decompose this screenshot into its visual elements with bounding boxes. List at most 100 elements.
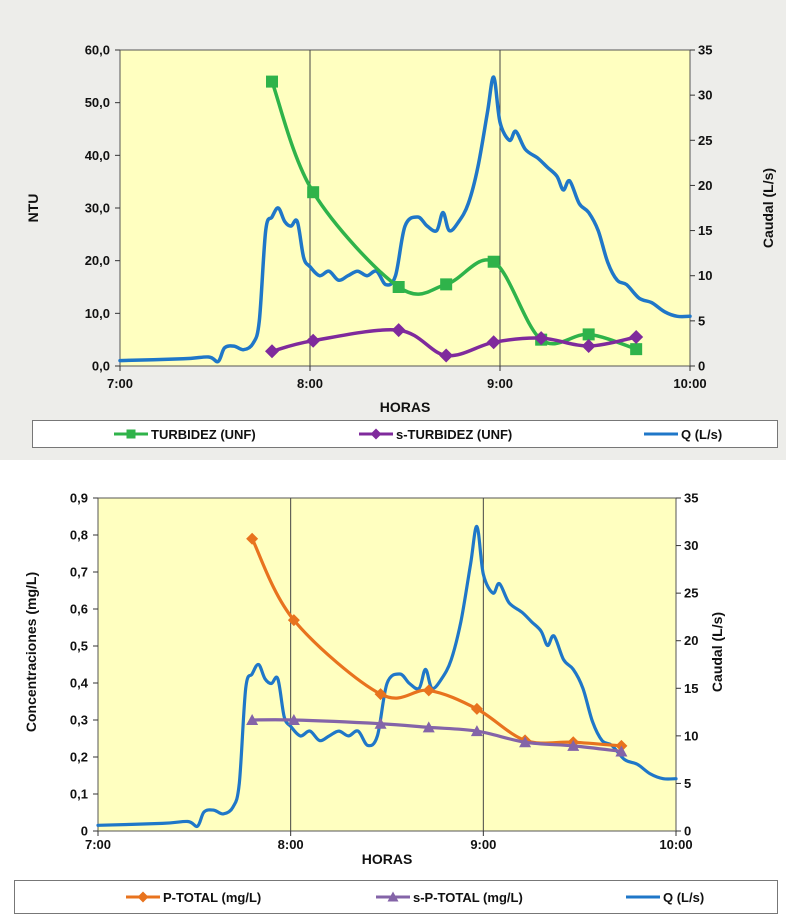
legend-label: s-TURBIDEZ (UNF) <box>396 426 513 442</box>
series-q-l-s <box>96 524 678 829</box>
data-point-turbidez-unf <box>487 255 500 268</box>
legend-swatch <box>126 891 160 903</box>
y-tick-label: 0,2 <box>70 750 88 765</box>
chart-panel-phosphorus: 7:00 8:00 9:00 10:00 0 0,1 0,2 0,3 0,4 0,5 0,6 0,7 0… <box>0 462 786 921</box>
phosphorus-chart: 7:00 8:00 9:00 10:0000,10,20,30,40,50,60,70… <box>23 491 725 868</box>
y-axis-title: Concentraciones (mg/L) <box>23 572 39 732</box>
series-line-q-l-s <box>96 524 678 829</box>
legend-swatch-marker <box>126 429 136 439</box>
data-point-s-turbidez-unf <box>581 338 596 353</box>
legend-item-p-total-mg-l: P-TOTAL (mg/L) <box>125 881 261 913</box>
legend-swatch <box>359 428 393 440</box>
legend-label: Q (L/s) <box>663 889 705 905</box>
series-turbidez-unf <box>266 75 643 356</box>
legend-swatch <box>626 895 660 899</box>
y2-tick-label: 0 <box>684 824 691 839</box>
data-point-s-turbidez-unf <box>534 331 549 346</box>
y2-tick-label: 5 <box>698 313 705 328</box>
y-tick-label: 0,8 <box>70 528 88 543</box>
data-point-s-p-total-mg-l <box>519 736 532 748</box>
y2-tick-label: 10 <box>684 728 698 743</box>
y2-tick-label: 0 <box>698 359 705 374</box>
data-point-p-total-mg-l <box>422 684 435 697</box>
x-tick-label: 9:00 <box>487 376 513 391</box>
legend-phosphorus: P-TOTAL (mg/L) s-P-TOTAL (mg/L) Q (L/s) <box>14 880 778 914</box>
data-point-s-p-total-mg-l <box>567 739 580 751</box>
x-tick-label: 7:00 <box>85 837 111 852</box>
x-tick-label: 10:00 <box>659 837 692 852</box>
data-point-s-turbidez-unf <box>439 348 454 363</box>
data-point-p-total-mg-l <box>470 702 483 715</box>
y-tick-label: 20,0 <box>85 253 110 268</box>
legend-label: TURBIDEZ (UNF) <box>151 426 256 442</box>
data-point-turbidez-unf <box>582 328 595 341</box>
y2-tick-label: 15 <box>698 223 712 238</box>
y-tick-label: 50,0 <box>85 95 110 110</box>
y-tick-label: 0,7 <box>70 565 88 580</box>
legend-swatch <box>644 432 678 436</box>
data-point-s-p-total-mg-l <box>246 714 259 725</box>
y-tick-label: 30,0 <box>85 201 110 216</box>
legend-label: s-P-TOTAL (mg/L) <box>413 889 523 905</box>
y-tick-label: 0,1 <box>70 787 88 802</box>
y2-tick-label: 25 <box>698 133 712 148</box>
legend-swatch-marker <box>370 428 382 440</box>
y-axis-title: NTU <box>25 194 41 223</box>
series-s-p-total-mg-l <box>246 714 628 757</box>
data-point-turbidez-unf <box>266 75 278 88</box>
series-line-s-p-total-mg-l <box>250 718 623 753</box>
y2-tick-label: 30 <box>698 88 712 103</box>
data-point-turbidez-unf <box>630 343 643 356</box>
legend-swatch-marker <box>387 891 399 902</box>
data-point-turbidez-unf <box>307 186 320 199</box>
y2-tick-label: 20 <box>684 633 698 648</box>
legend-item-s-p-total-mg-l: s-P-TOTAL (mg/L) <box>375 881 523 913</box>
y-tick-label: 10,0 <box>85 306 110 321</box>
legend-item-q-l-s: Q (L/s) <box>625 881 704 913</box>
series-q-l-s <box>118 75 692 364</box>
legend-label: Q (L/s) <box>681 426 723 442</box>
data-point-p-total-mg-l <box>287 614 300 627</box>
legend-swatch <box>114 429 148 439</box>
y2-tick-label: 15 <box>684 681 698 696</box>
data-point-s-turbidez-unf <box>265 344 279 359</box>
y-tick-label: 60,0 <box>85 43 110 58</box>
x-tick-label: 10:00 <box>673 376 706 391</box>
series-line-q-l-s <box>118 75 692 364</box>
y2-tick-label: 30 <box>684 538 698 553</box>
legend-turbidity: TURBIDEZ (UNF) s-TURBIDEZ (UNF) Q (L/s) <box>32 420 778 448</box>
legend-item-s-turbidez-unf: s-TURBIDEZ (UNF) <box>358 421 512 447</box>
y-tick-label: 0,6 <box>70 602 88 617</box>
y2-tick-label: 25 <box>684 586 698 601</box>
y2-tick-label: 35 <box>684 491 698 506</box>
data-point-s-p-total-mg-l <box>615 745 628 757</box>
legend-item-turbidez-unf: TURBIDEZ (UNF) <box>113 421 256 447</box>
plot-area <box>97 497 677 832</box>
x-axis-title: HORAS <box>362 851 413 867</box>
data-point-s-p-total-mg-l <box>470 725 483 737</box>
legend-item-q-l-s: Q (L/s) <box>643 421 722 447</box>
data-point-s-p-total-mg-l <box>287 714 300 725</box>
turbidity-chart: 7:00 8:00 9:00 10:00 0,0 10,0 20,0 30,0 40,0 50,0… <box>25 43 776 416</box>
legend-swatch-marker <box>137 891 149 903</box>
data-point-turbidez-unf <box>392 281 405 293</box>
legend-label: P-TOTAL (mg/L) <box>163 889 262 905</box>
y2-tick-label: 5 <box>684 776 691 791</box>
y-tick-label: 0,5 <box>70 639 88 654</box>
y2-tick-label: 10 <box>698 268 712 283</box>
x-axis-title: HORAS <box>380 399 431 415</box>
y-tick-label: 0,0 <box>92 359 110 374</box>
y2-axis-title: Caudal (L/s) <box>709 612 725 692</box>
x-tick-label: 8:00 <box>278 837 304 852</box>
y2-tick-label: 20 <box>698 178 712 193</box>
data-point-p-total-mg-l <box>374 688 387 701</box>
data-point-s-p-total-mg-l <box>374 717 387 729</box>
x-tick-label: 9:00 <box>470 837 496 852</box>
y2-axis-title: Caudal (L/s) <box>760 168 776 248</box>
series-s-turbidez-unf <box>265 323 644 363</box>
y-tick-label: 0 <box>81 824 88 839</box>
y2-tick-label: 35 <box>698 43 712 58</box>
y-tick-label: 0,4 <box>70 676 89 691</box>
y-tick-label: 0,9 <box>70 491 88 506</box>
y-tick-label: 0,3 <box>70 713 88 728</box>
